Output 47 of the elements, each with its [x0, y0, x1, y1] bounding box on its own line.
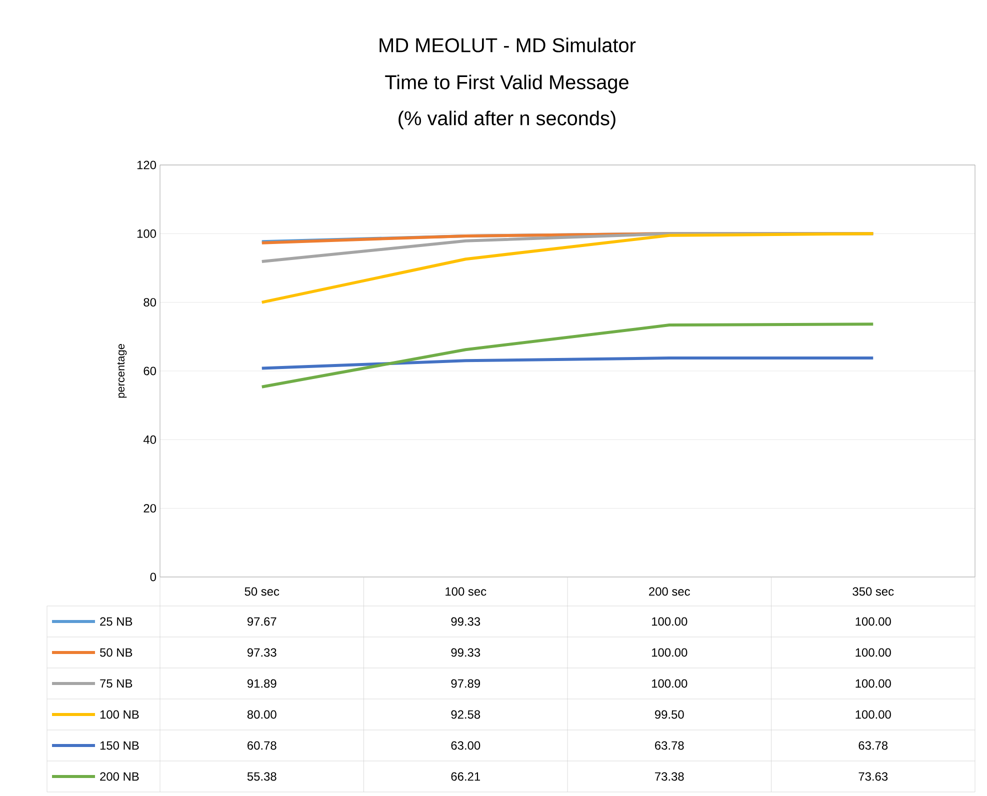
- data-label: 63.78: [858, 741, 888, 750]
- x-tick-label: 350 sec: [852, 587, 894, 596]
- data-label: 63.00: [451, 741, 480, 750]
- data-label: 99.33: [451, 617, 480, 626]
- chart-subtitle: Time to First Valid Message: [385, 74, 628, 94]
- data-label: 100.00: [856, 617, 891, 626]
- legend-label: 50 NB: [100, 648, 132, 657]
- data-label: 100.00: [856, 679, 891, 688]
- y-tick-label: 100: [137, 229, 156, 238]
- data-label: 100.00: [652, 648, 688, 657]
- y-tick-label: 0: [150, 572, 156, 582]
- y-axis-title: percentage: [117, 344, 127, 398]
- data-label: 92.58: [451, 710, 480, 719]
- data-label: 91.89: [247, 679, 276, 688]
- legend-label: 150 NB: [100, 741, 139, 750]
- data-label: 97.67: [247, 617, 276, 626]
- x-tick-label: 50 sec: [244, 587, 280, 596]
- data-label: 97.89: [451, 679, 480, 688]
- data-label: 55.38: [247, 772, 276, 781]
- y-tick-label: 120: [137, 160, 156, 170]
- x-tick-label: 100 sec: [446, 587, 486, 596]
- y-tick-label: 60: [144, 366, 156, 376]
- data-label: 100.00: [652, 617, 688, 626]
- data-label: 80.00: [247, 710, 276, 719]
- data-label: 66.21: [451, 772, 480, 781]
- legend-label: 100 NB: [100, 710, 139, 719]
- data-label: 73.38: [655, 772, 684, 781]
- chart-title: MD MEOLUT - MD Simulator: [380, 38, 636, 52]
- line-series: [260, 322, 875, 388]
- data-label: 100.00: [652, 679, 688, 688]
- data-label: 60.78: [248, 741, 276, 750]
- y-tick-label: 40: [143, 435, 156, 444]
- data-label: 100.00: [856, 710, 891, 719]
- y-tick-label: 20: [144, 504, 156, 513]
- line-series: [260, 232, 875, 304]
- data-label: 99.33: [451, 648, 480, 657]
- y-tick-label: 80: [144, 298, 156, 307]
- text: (% valid after n seconds): [398, 110, 616, 130]
- legend-label: 200 NB: [100, 772, 139, 781]
- data-label: 97.33: [247, 648, 276, 657]
- data-label: 99.50: [654, 710, 684, 719]
- data-label: 100.00: [856, 648, 891, 657]
- data-label: 73.63: [858, 772, 888, 781]
- legend-label: 25 NB: [100, 617, 132, 626]
- x-tick-label: 200 sec: [649, 587, 690, 596]
- data-label: 63.78: [655, 741, 684, 750]
- legend-label: 75 NB: [100, 679, 132, 688]
